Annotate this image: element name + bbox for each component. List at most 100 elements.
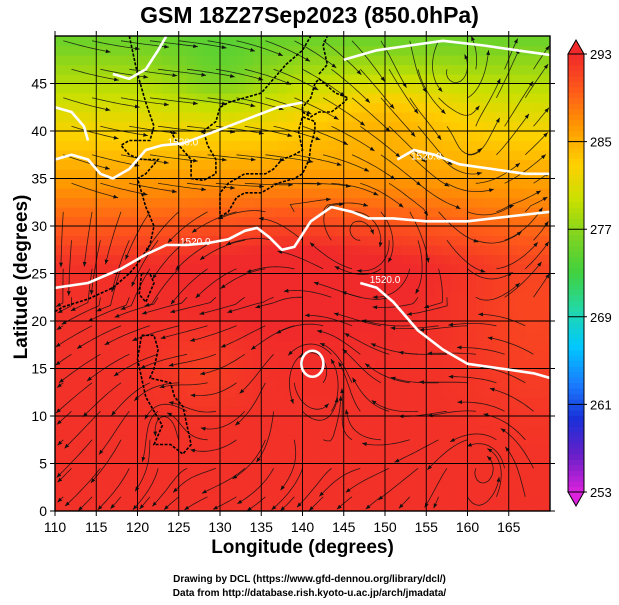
field-cell — [228, 83, 238, 94]
field-cell — [508, 368, 518, 379]
field-cell — [203, 378, 213, 389]
field-cell — [459, 330, 469, 341]
field-cell — [409, 378, 419, 389]
field-cell — [533, 387, 543, 398]
field-cell — [63, 45, 73, 56]
field-cell — [393, 245, 403, 256]
field-cell — [55, 264, 64, 275]
field-cell — [451, 482, 460, 493]
streamline — [76, 325, 122, 349]
field-cell — [63, 226, 73, 237]
field-cell — [310, 330, 320, 341]
streamline-arrow — [390, 376, 396, 381]
field-cell — [401, 93, 411, 104]
streamline — [239, 354, 274, 394]
streamline — [449, 433, 497, 443]
field-cell — [286, 93, 295, 104]
field-cell — [418, 64, 427, 75]
field-cell — [294, 463, 304, 474]
field-cell — [352, 292, 361, 303]
streamline — [55, 382, 93, 414]
field-cell — [228, 121, 238, 132]
field-cell — [261, 302, 271, 313]
field-cell — [162, 321, 172, 332]
field-cell — [368, 406, 378, 417]
field-cell — [253, 359, 262, 370]
field-cell — [228, 501, 238, 511]
field-cell — [71, 482, 81, 493]
field-cell — [170, 188, 180, 199]
field-cell — [352, 36, 361, 47]
field-cell — [253, 112, 262, 123]
field-cell — [302, 140, 312, 151]
field-cell — [55, 188, 64, 199]
field-cell — [508, 416, 518, 427]
field-cell — [541, 197, 550, 208]
field-cell — [96, 36, 106, 47]
field-cell — [426, 64, 436, 75]
field-cell — [393, 140, 403, 151]
field-cell — [154, 292, 163, 303]
field-cell — [55, 235, 64, 246]
colorbar-segment — [568, 448, 584, 455]
field-cell — [442, 140, 452, 151]
field-cell — [508, 112, 518, 123]
field-cell — [343, 55, 353, 66]
field-cell — [302, 311, 312, 322]
field-cell — [187, 273, 196, 284]
colorbar-segment — [568, 92, 584, 99]
field-cell — [96, 435, 106, 446]
field-cell — [459, 178, 469, 189]
streamline — [533, 45, 550, 70]
streamline-arrow — [336, 504, 342, 510]
field-cell — [426, 254, 436, 265]
field-cell — [541, 188, 550, 199]
streamline-arrow — [222, 157, 227, 162]
streamline-arrow — [113, 194, 119, 199]
streamline — [331, 125, 375, 152]
field-cell — [220, 501, 229, 511]
field-cell — [401, 425, 411, 436]
field-cell — [211, 188, 221, 199]
field-cell — [71, 473, 81, 484]
field-cell — [228, 406, 238, 417]
streamline-arrow — [152, 274, 157, 279]
field-cell — [508, 159, 518, 170]
field-cell — [277, 131, 287, 142]
field-cell — [162, 235, 172, 246]
streamline — [388, 182, 429, 216]
field-cell — [137, 425, 147, 436]
field-cell — [228, 36, 238, 47]
streamline — [172, 467, 217, 493]
streamline-arrow — [59, 262, 63, 268]
field-cell — [145, 349, 155, 360]
field-cell — [269, 112, 279, 123]
streamline — [58, 353, 101, 384]
field-cell — [63, 273, 73, 284]
field-cell — [368, 501, 378, 511]
field-cell — [121, 64, 130, 75]
field-cell — [525, 74, 535, 85]
field-cell — [236, 93, 246, 104]
field-cell — [162, 425, 172, 436]
field-cell — [162, 121, 172, 132]
colorbar-segment — [568, 322, 584, 329]
streamline-arrow — [235, 420, 240, 426]
colorbar-tick-label: 269 — [590, 310, 612, 325]
field-cell — [178, 425, 188, 436]
field-cell — [385, 150, 394, 161]
field-cell — [451, 264, 460, 275]
field-cell — [96, 359, 106, 370]
field-cell — [220, 197, 229, 208]
field-cell — [508, 64, 518, 75]
field-cell — [104, 311, 114, 322]
field-cell — [88, 311, 97, 322]
colorbar-segment — [568, 152, 584, 159]
field-cell — [187, 435, 196, 446]
field-cell — [508, 492, 518, 503]
field-cell — [484, 311, 493, 322]
field-cell — [401, 387, 411, 398]
field-cell — [426, 463, 436, 474]
field-cell — [63, 55, 73, 66]
